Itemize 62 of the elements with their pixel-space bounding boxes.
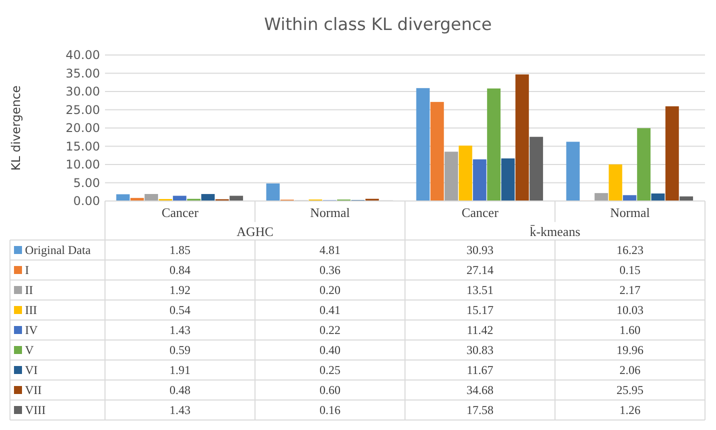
- text: k̄-kmeans: [530, 224, 580, 239]
- data-label: 1.43: [170, 403, 190, 417]
- data-label: 25.95: [616, 383, 644, 397]
- y-axis-title: KL divergence: [9, 85, 23, 171]
- y-tick-label: 15.00: [66, 139, 100, 154]
- data-label: 4.81: [320, 243, 340, 257]
- y-tick-label: 0.00: [73, 194, 100, 208]
- legend-label: VI: [25, 363, 38, 377]
- legend-label: V: [25, 343, 34, 357]
- data-label: 19.96: [616, 343, 644, 357]
- y-tick-label: 10.00: [66, 158, 100, 172]
- data-label: 30.83: [466, 343, 494, 357]
- data-label: 0.54: [170, 303, 190, 317]
- data-label: 1.43: [170, 323, 190, 337]
- data-label: 0.40: [320, 343, 340, 357]
- x-tick-label: Normal: [310, 205, 350, 220]
- data-label: 13.51: [466, 283, 494, 297]
- data-label: 1.85: [170, 243, 190, 257]
- data-label: 27.14: [466, 263, 494, 277]
- data-label: 11.67: [466, 363, 494, 377]
- data-label: 16.23: [616, 243, 644, 257]
- text: AGHC: [236, 224, 274, 239]
- data-label: 0.48: [170, 383, 190, 397]
- legend-label: VII: [25, 383, 42, 397]
- data-label: 30.93: [466, 243, 494, 257]
- data-label: 1.26: [620, 403, 640, 417]
- x-tick-label: Normal: [610, 205, 650, 220]
- y-tick-label: 20.00: [66, 121, 100, 135]
- data-label: 0.15: [620, 263, 640, 277]
- chart-title: Within class KL divergence: [264, 15, 492, 35]
- data-label: 0.60: [320, 383, 340, 397]
- y-tick-label: 40.00: [66, 48, 100, 62]
- legend-label: III: [25, 303, 37, 317]
- data-label: 0.25: [320, 363, 340, 377]
- data-label: 0.20: [320, 283, 340, 297]
- data-label: 0.84: [170, 263, 190, 277]
- data-label: 1.92: [170, 283, 190, 297]
- data-label: 0.22: [320, 323, 340, 337]
- data-label: 0.36: [320, 263, 340, 277]
- legend-label: I: [25, 263, 29, 277]
- data-label: 1.60: [620, 323, 640, 337]
- data-label: 15.17: [466, 303, 494, 317]
- legend-label: IV: [25, 323, 38, 337]
- data-label: 1.91: [170, 363, 190, 377]
- data-label: 2.06: [620, 363, 640, 377]
- data-label: 11.42: [466, 323, 494, 337]
- data-label: 0.16: [320, 403, 340, 417]
- data-label: 17.58: [466, 403, 494, 417]
- y-tick-label: 5.00: [73, 176, 100, 190]
- legend-label: VIII: [25, 403, 46, 417]
- data-label: 34.68: [466, 383, 494, 397]
- data-label: 0.59: [170, 343, 190, 357]
- data-label: 0.41: [320, 303, 340, 317]
- y-tick-label: 35.00: [66, 66, 100, 80]
- x-tick-label: Cancer: [162, 205, 200, 220]
- legend-label: II: [25, 283, 33, 297]
- y-tick-label: 25.00: [66, 102, 100, 117]
- data-label: 10.03: [616, 303, 644, 317]
- x-tick-label: Cancer: [462, 205, 500, 220]
- y-tick-label: 30.00: [66, 84, 100, 98]
- legend-label: Original Data: [25, 243, 92, 257]
- data-label: 2.17: [620, 283, 640, 297]
